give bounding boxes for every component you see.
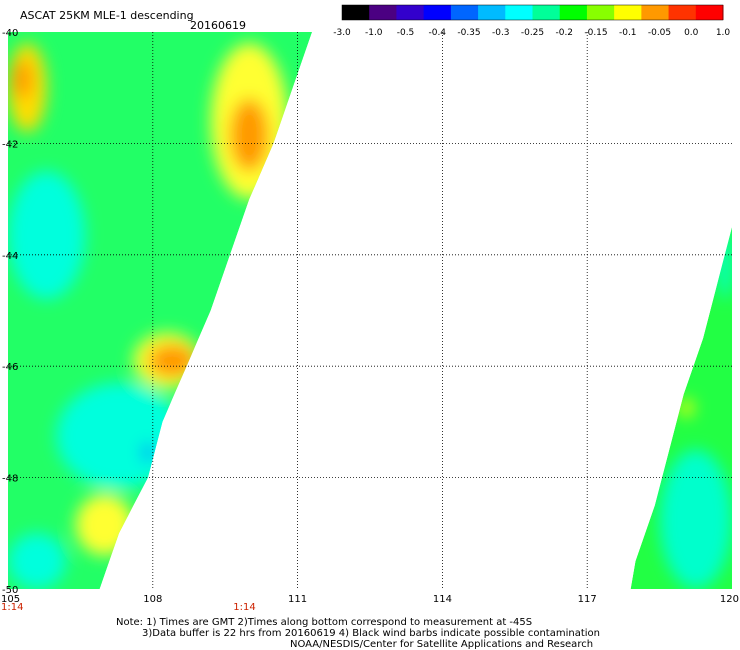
colorbar-segment bbox=[586, 5, 615, 20]
colorbar-tick-label: -0.2 bbox=[555, 28, 573, 38]
note-line-2: 3)Data buffer is 22 hrs from 20160619 4)… bbox=[142, 628, 600, 639]
swath-patch-cyan bbox=[659, 449, 732, 589]
y-tick-label: -48 bbox=[2, 474, 18, 485]
y-tick-label: -40 bbox=[2, 28, 18, 39]
colorbar: -3.0 -1.0 -0.5 -0.4 -0.35 -0.3 -0.25 -0.2 -0.15 -… bbox=[333, 4, 731, 38]
colorbar-segment bbox=[505, 5, 533, 20]
colorbar-tick-label: -1.0 bbox=[365, 28, 383, 38]
colorbar-tick-label: -0.15 bbox=[584, 28, 607, 38]
swath-east bbox=[630, 226, 732, 589]
x-tick-label: 105 bbox=[1, 594, 20, 605]
colorbar-segment bbox=[641, 5, 670, 20]
colorbar-tick-label: -0.5 bbox=[397, 28, 415, 38]
colorbar-tick-label: -3.0 bbox=[333, 28, 351, 38]
colorbar-segment bbox=[450, 5, 479, 20]
colorbar-segment bbox=[342, 5, 370, 20]
colorbar-tick-label: -0.35 bbox=[457, 28, 480, 38]
y-tick-label: -46 bbox=[2, 362, 18, 373]
colorbar-tick-label: -0.1 bbox=[619, 28, 637, 38]
y-tick-label: -50 bbox=[2, 585, 18, 596]
colorbar-tick-label: -0.05 bbox=[648, 28, 671, 38]
x-tick-label: 117 bbox=[578, 594, 597, 605]
swath-patch-orange bbox=[147, 343, 197, 378]
axis-ticks: 105 108 111 114 117 120 -40 -42 -44 -46 -48 -50 1:14… bbox=[1, 28, 739, 613]
note-line-1: Note: 1) Times are GMT 2)Times along bot… bbox=[116, 617, 533, 628]
colorbar-segment bbox=[668, 5, 697, 20]
colorbar-segment bbox=[532, 5, 561, 20]
x-tick-label: 111 bbox=[288, 594, 307, 605]
colorbar-tick-label: 0.0 bbox=[684, 28, 699, 38]
chart-title: ASCAT 25KM MLE-1 descending bbox=[20, 9, 194, 22]
swath-patch-orange bbox=[12, 59, 33, 99]
swath-patch-cyan bbox=[8, 533, 66, 589]
colorbar-tick-label: -0.25 bbox=[521, 28, 544, 38]
time-label: 1:14 bbox=[233, 602, 255, 613]
colorbar-segment bbox=[614, 5, 642, 20]
colorbar-border bbox=[341, 4, 724, 21]
colorbar-segment bbox=[396, 5, 425, 20]
swath-patch-blue bbox=[143, 444, 153, 461]
colorbar-tick-label: -0.4 bbox=[428, 28, 446, 38]
y-tick-label: -42 bbox=[2, 139, 18, 150]
x-tick-label: 120 bbox=[720, 594, 739, 605]
swath-patch-yellow bbox=[678, 399, 694, 417]
swath-west bbox=[8, 32, 313, 589]
colorbar-segment bbox=[369, 5, 397, 20]
swath-patch-cyan bbox=[717, 226, 732, 300]
swath-patch-cyan bbox=[56, 382, 182, 489]
swath-patch-cyan bbox=[8, 171, 86, 300]
swath-patches bbox=[659, 226, 732, 589]
swath-patch-yellow bbox=[75, 494, 134, 556]
chart-date: 20160619 bbox=[190, 19, 246, 32]
time-label: 1:14 bbox=[1, 602, 23, 613]
swath-layer bbox=[8, 32, 732, 589]
note-line-3: NOAA/NESDIS/Center for Satellite Applica… bbox=[290, 639, 594, 650]
colorbar-segment bbox=[559, 5, 588, 20]
colorbar-tick-label: -0.3 bbox=[492, 28, 510, 38]
swath-patch-orange bbox=[230, 98, 269, 172]
x-tick-label: 108 bbox=[143, 594, 162, 605]
colorbar-segment bbox=[423, 5, 452, 20]
grid-lines bbox=[8, 32, 732, 589]
y-tick-label: -44 bbox=[2, 251, 18, 262]
colorbar-tick-label: 1.0 bbox=[716, 28, 731, 38]
colorbar-segment bbox=[478, 5, 506, 20]
colorbar-segment bbox=[695, 5, 724, 20]
x-tick-label: 114 bbox=[433, 594, 452, 605]
